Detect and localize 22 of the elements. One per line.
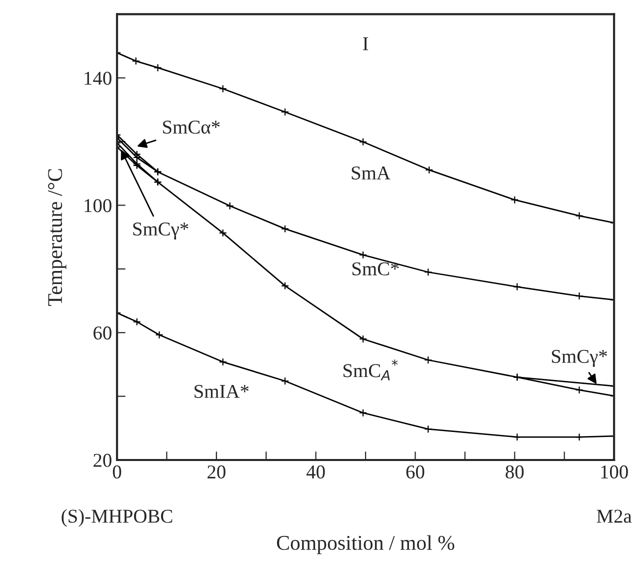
x-axis-title: Composition / mol % [276,535,454,554]
y-tick-label: 140 [84,72,112,85]
annotation: SmC* [352,262,399,276]
annotation: I [363,37,368,50]
x-tick-label: 60 [406,465,424,479]
y-axis-title: Temperature /°C [48,169,66,306]
annotation: SmCα* [163,120,220,134]
text: M2a [596,510,632,523]
annotation: SmCγ* [133,222,188,240]
x-tick-label: 80 [506,465,524,479]
y-tick-label: 100 [84,199,112,212]
y-tick-label: 20 [94,454,112,467]
y-tick-label: 60 [94,326,112,340]
annotation: SmCγ* [552,350,607,367]
annotation: SmIA* [194,384,249,398]
x-tick-label: 40 [306,465,325,479]
annotation: SmA [352,166,390,180]
x-tick-label: 100 [601,465,628,479]
text: (S)-MHPOBC [62,509,172,527]
x-tick-label: 20 [208,465,226,479]
x-tick-label: 0 [112,465,122,479]
annotation: SmC$_{A}$$^{*}$ [344,359,398,380]
